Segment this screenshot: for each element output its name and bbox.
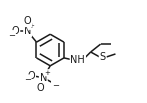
Text: −: −: [52, 81, 59, 90]
Text: O: O: [28, 71, 35, 81]
Text: O: O: [12, 26, 20, 36]
Text: S: S: [100, 52, 106, 62]
Text: O: O: [24, 16, 31, 26]
Text: +: +: [44, 70, 50, 76]
Text: −: −: [24, 75, 31, 84]
Text: N: N: [24, 26, 31, 36]
Text: NH: NH: [70, 55, 85, 65]
Text: N: N: [40, 73, 47, 83]
Text: −: −: [8, 31, 15, 40]
Text: +: +: [28, 23, 34, 29]
Text: O: O: [36, 83, 44, 92]
